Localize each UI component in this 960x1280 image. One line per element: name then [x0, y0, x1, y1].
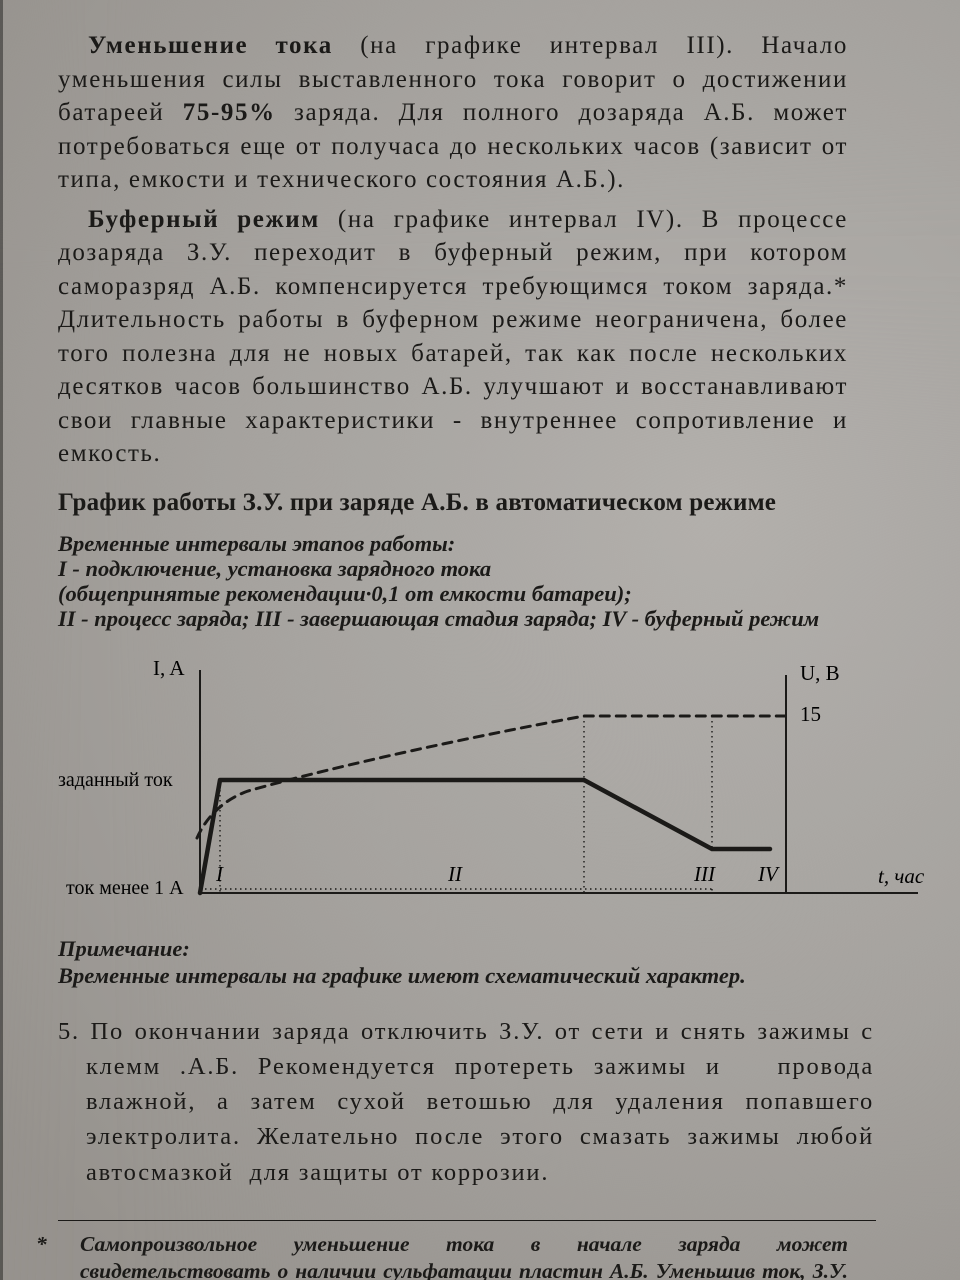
- svg-text:III: III: [693, 862, 716, 886]
- svg-text:II: II: [447, 862, 463, 886]
- svg-text:ток менее 1 А: ток менее 1 А: [66, 877, 184, 899]
- svg-text:U, B: U, B: [800, 661, 840, 685]
- svg-text:I, A: I, A: [153, 656, 185, 680]
- svg-text:15: 15: [800, 702, 821, 726]
- svg-text:IV: IV: [757, 862, 780, 886]
- svg-text:заданный ток: заданный ток: [58, 769, 173, 791]
- svg-text:t, час: t, час: [878, 864, 925, 888]
- svg-text:I: I: [215, 862, 224, 886]
